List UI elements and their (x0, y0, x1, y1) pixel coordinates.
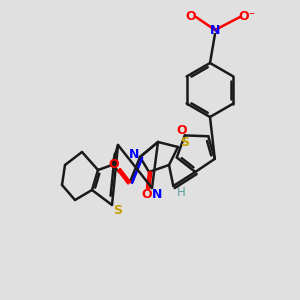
Text: H: H (177, 187, 186, 200)
Text: S: S (181, 136, 190, 149)
Text: O: O (142, 188, 152, 202)
Text: O: O (186, 11, 196, 23)
Text: O: O (109, 158, 119, 170)
Text: O: O (176, 124, 187, 137)
Text: N: N (152, 188, 162, 200)
Text: S: S (113, 205, 122, 218)
Text: N: N (129, 148, 139, 161)
Text: O⁻: O⁻ (238, 11, 256, 23)
Text: N: N (210, 23, 220, 37)
